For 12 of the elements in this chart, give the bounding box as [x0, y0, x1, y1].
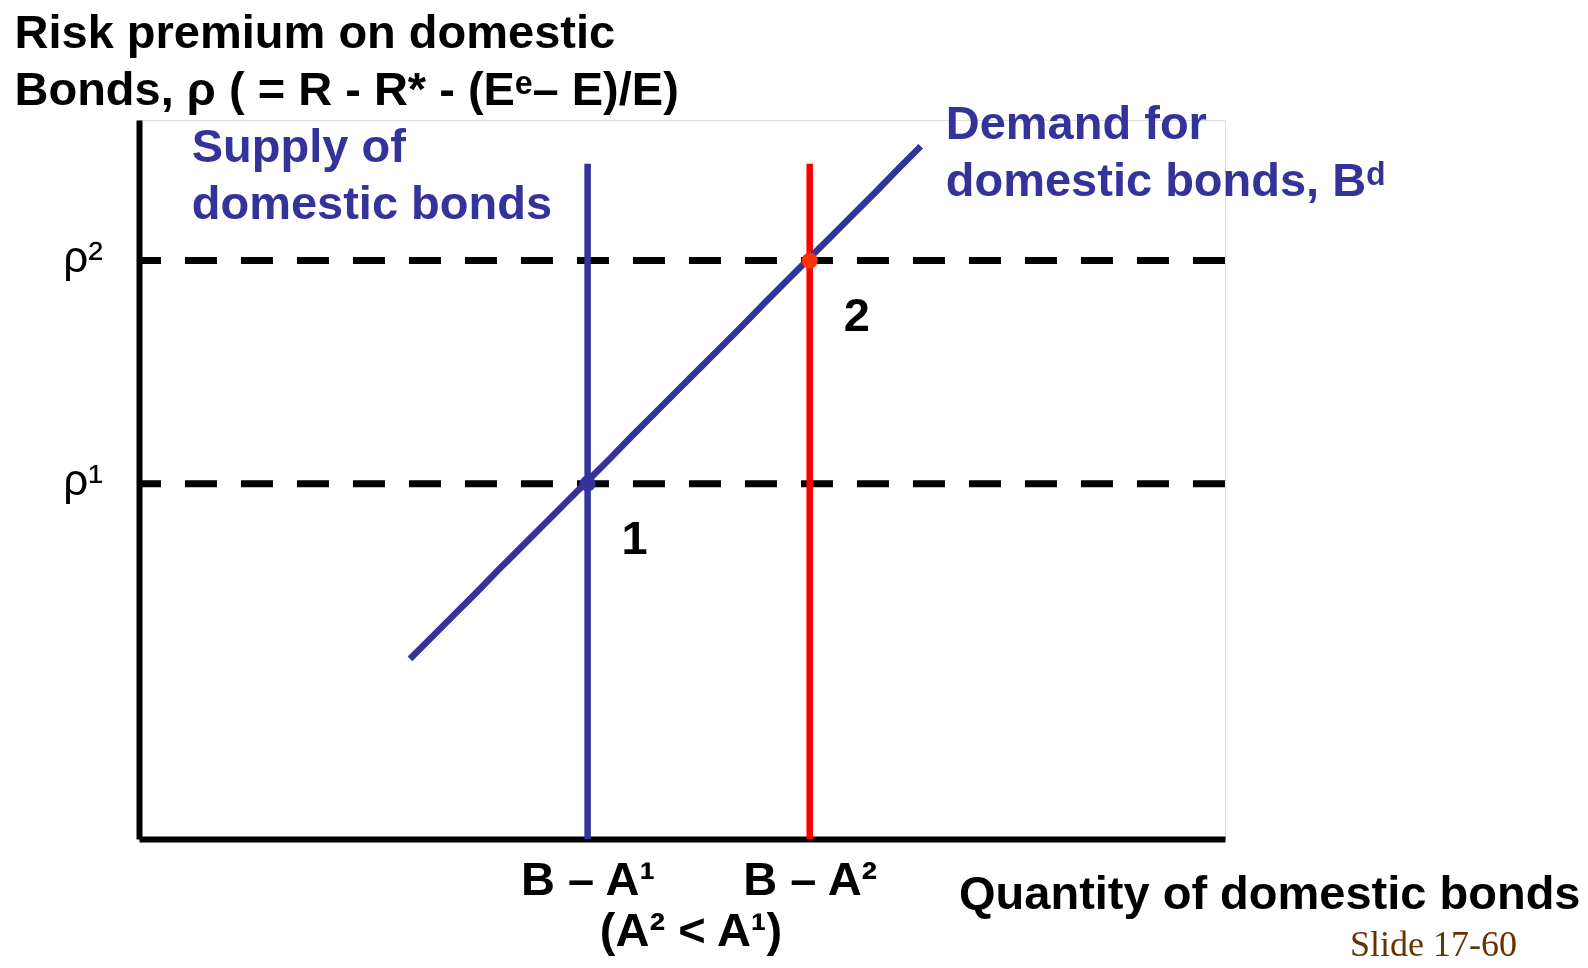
annotation: 2	[843, 287, 870, 341]
series-label: Supply of domestic bonds	[191, 118, 553, 229]
series-label: Demand for domestic bonds, Bᵈ	[945, 96, 1385, 207]
x-tick-label: B – A¹	[521, 851, 656, 905]
y-axis-title: Risk premium on domestic Bonds, ρ ( = R - R* - (Eᵉ– E)/E)	[14, 4, 679, 115]
text: (A² < A¹)	[599, 903, 783, 956]
ref-line-label: ρ¹	[63, 454, 103, 504]
text: Slide 17-60	[1350, 924, 1517, 964]
x-tick-label: B – A²	[743, 851, 878, 905]
x-axis-title: Quantity of domestic bonds	[959, 865, 1581, 919]
annotation: 1	[621, 510, 648, 564]
ref-line-label: ρ²	[63, 231, 103, 281]
